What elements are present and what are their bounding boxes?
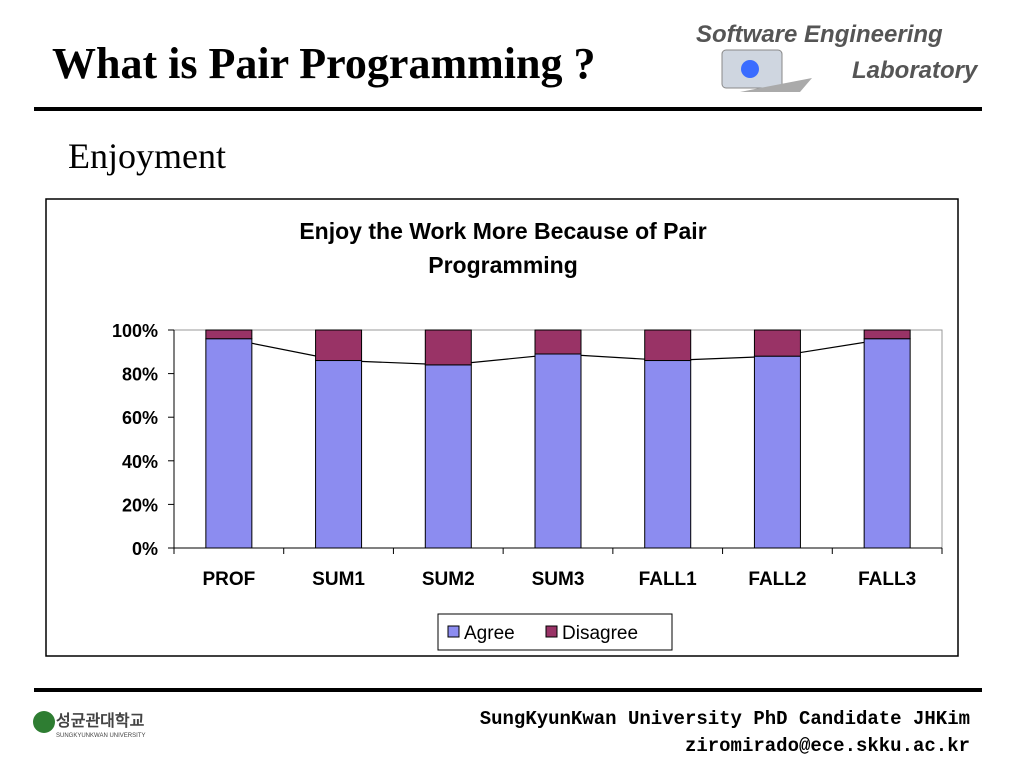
- chart: 0% 20% 40% 60% 80% 100% PROF SUM1 SUM2 SUM3 FALL1 F…: [112, 321, 943, 651]
- subtitle: Enjoyment: [68, 136, 226, 176]
- sel-logo: Software Engineering Laboratory: [696, 21, 979, 92]
- logo-laptop-base: [740, 78, 812, 92]
- chart-frame: [45, 198, 959, 657]
- legend-label: Disagree: [562, 623, 638, 644]
- y-tick-label: 100%: [112, 321, 158, 341]
- bar-segment: [534, 329, 582, 355]
- bar-segment: [315, 329, 363, 362]
- x-tick-label: SUM1: [312, 569, 365, 590]
- slide-title: What is Pair Programming ?: [52, 39, 595, 88]
- bar-segment: [205, 338, 253, 549]
- bar-segment: [205, 329, 253, 340]
- y-tick-label: 0%: [132, 539, 158, 559]
- legend-swatch: [447, 625, 460, 638]
- footer-text: ziromirado@ece.skku.ac.kr: [685, 735, 970, 757]
- x-tick-label: SUM3: [532, 569, 585, 590]
- footer-text: SungKyunKwan University PhD Candidate JH…: [480, 708, 970, 730]
- university-logo: 성균관대학교 SUNGKYUNKWAN UNIVERSITY: [33, 711, 145, 739]
- legend-label: Agree: [464, 623, 515, 644]
- chart-title-line: Enjoy the Work More Because of Pair: [299, 218, 706, 244]
- y-tick-label: 60%: [122, 408, 158, 428]
- bar-segment: [753, 355, 801, 549]
- bar-segment: [424, 364, 472, 549]
- bar-segment: [644, 360, 692, 549]
- chart-title-line: Programming: [428, 252, 578, 278]
- y-tick-label: 40%: [122, 452, 158, 472]
- logo-english: SUNGKYUNKWAN UNIVERSITY: [56, 733, 145, 739]
- y-tick-label: 80%: [122, 365, 158, 385]
- bar-segment: [863, 329, 911, 340]
- bar-segment: [315, 360, 363, 549]
- y-tick-label: 20%: [122, 495, 158, 515]
- x-tick-label: SUM2: [422, 569, 475, 590]
- divider: [34, 107, 982, 111]
- logo-emblem: [33, 711, 55, 733]
- x-tick-label: FALL3: [858, 569, 916, 590]
- bar-segment: [644, 329, 692, 362]
- x-tick-label: FALL2: [748, 569, 806, 590]
- bar-segment: [753, 329, 801, 357]
- legend-swatch: [545, 625, 558, 638]
- bar-segment: [534, 353, 582, 549]
- bar-segment: [863, 338, 911, 549]
- bar-segment: [424, 329, 472, 366]
- x-tick-label: PROF: [202, 569, 255, 590]
- chart-title: Enjoy the Work More Because of Pair Progr…: [299, 218, 706, 278]
- divider: [34, 688, 982, 692]
- logo-text: Software Engineering: [696, 21, 943, 48]
- logo-korean: 성균관대학교: [56, 712, 145, 730]
- logo-text: Laboratory: [852, 57, 979, 84]
- x-tick-label: FALL1: [639, 569, 697, 590]
- logo-dot: [741, 60, 759, 78]
